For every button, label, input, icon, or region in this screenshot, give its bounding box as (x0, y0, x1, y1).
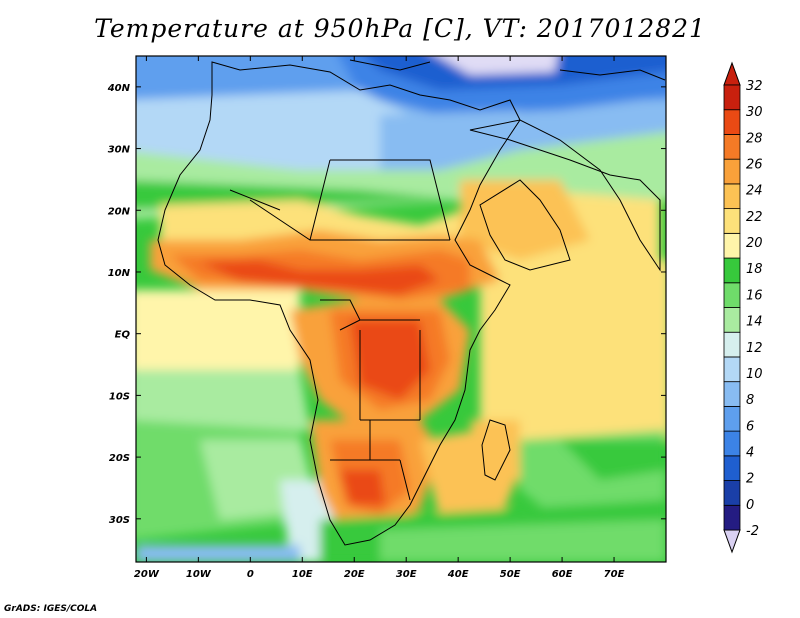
colorbar-segment (723, 282, 741, 308)
colorbar-label: -2 (746, 524, 759, 539)
colorbar-under-triangle (723, 529, 741, 554)
lat-tick-label: 30N (108, 145, 131, 156)
colorbar-label: 26 (746, 158, 763, 173)
colorbar-segment (723, 257, 741, 284)
lon-tick-label: 10E (292, 569, 313, 580)
lat-tick-label: 30S (109, 515, 130, 526)
lat-tick-label: 20N (108, 206, 131, 217)
colorbar-label: 28 (746, 131, 763, 146)
colorbar-label: 22 (746, 210, 763, 225)
colorbar-label: 4 (746, 445, 754, 460)
colorbar-label: 16 (746, 288, 763, 303)
latitude-ticks: 40N 30N 20N 10N EQ 10S 20S 30S (107, 83, 666, 526)
colorbar-label: 32 (746, 79, 763, 94)
lon-tick-label: 0 (247, 569, 254, 580)
colorbar-segment (723, 455, 741, 481)
colorbar-segment (723, 331, 741, 358)
lon-tick-label: 10W (186, 569, 212, 580)
colorbar-segment (723, 183, 741, 210)
lat-tick-label: 10N (108, 268, 131, 279)
colorbar-segment (723, 307, 741, 333)
colorbar-segment (723, 430, 741, 457)
colorbar-segment (723, 208, 741, 234)
colorbar-label: 14 (746, 315, 763, 330)
colorbar-segment (723, 405, 741, 432)
colorbar-label: 2 (746, 472, 754, 487)
colorbar-segment (723, 158, 741, 185)
lon-tick-label: 30E (396, 569, 417, 580)
temperature-field (136, 56, 666, 562)
colorbar-label: 30 (746, 105, 763, 120)
colorbar-label: 12 (746, 341, 763, 356)
lat-tick-label: 10S (109, 391, 130, 402)
colorbar-segment (723, 84, 741, 111)
lon-tick-label: 50E (500, 569, 521, 580)
colorbar-segment (723, 381, 741, 407)
colorbar-segment (723, 232, 741, 259)
colorbar-label: 20 (746, 236, 763, 251)
lon-tick-label: 20E (344, 569, 365, 580)
map-title: Temperature at 950hPa [C], VT: 201701282… (94, 14, 706, 43)
lon-tick-label: 40E (447, 569, 469, 580)
colorbar-label: 6 (746, 419, 754, 434)
longitude-ticks: 20W 10W 0 10E 20E 30E 40E 50E 60E 70E (134, 56, 625, 580)
lon-tick-label: 70E (604, 569, 625, 580)
colorbar-label: 24 (746, 184, 763, 199)
colorbar-over-triangle (723, 61, 741, 86)
colorbar-segment (723, 356, 741, 383)
lat-tick-label: EQ (115, 330, 131, 341)
map-frame (135, 55, 667, 563)
colorbar-segment (723, 504, 741, 531)
coastlines (157, 59, 666, 546)
lon-tick-label: 20W (134, 569, 160, 580)
colorbar-segment (723, 480, 741, 506)
colorbar-segment (723, 134, 741, 160)
colorbar-label: 0 (746, 498, 754, 513)
colorbar-label: 10 (746, 367, 763, 382)
credit-label: GrADS: IGES/COLA (4, 604, 98, 614)
colorbar-segment (723, 109, 741, 135)
lon-tick-label: 60E (552, 569, 573, 580)
colorbar-label: 8 (746, 393, 754, 408)
colorbar-label: 18 (746, 262, 763, 277)
lat-tick-label: 40N (107, 83, 131, 94)
lat-tick-label: 20S (109, 453, 130, 464)
